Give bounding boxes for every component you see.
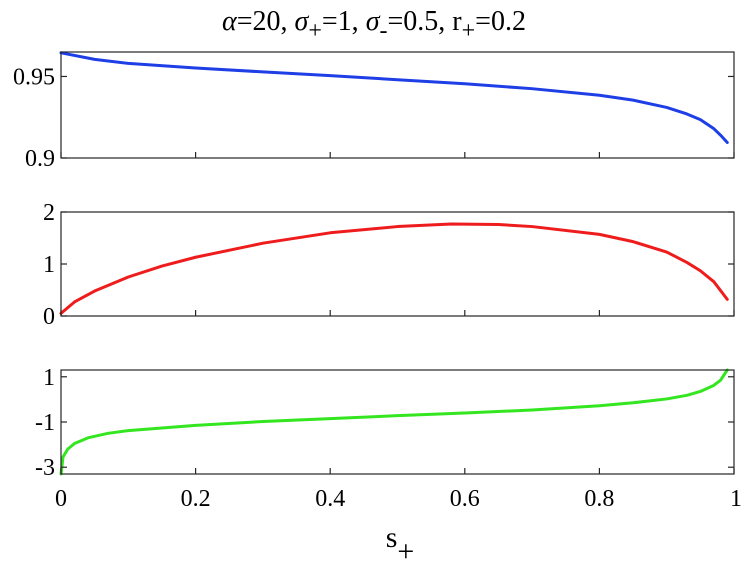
axes-box [60, 51, 735, 159]
y-tick-label: 1 [43, 252, 55, 278]
y-tick-label: -1 [35, 410, 55, 436]
axes-box [60, 369, 735, 475]
y-tick-label: 0 [43, 304, 55, 330]
x-tick-label: 0.2 [181, 486, 211, 512]
series-line-3 [59, 368, 729, 476]
x-tick-label: 0.4 [315, 486, 345, 512]
y-tick-label: 0.95 [13, 64, 55, 90]
x-tick-label: 1 [730, 486, 742, 512]
y-tick-label: 0.9 [25, 146, 55, 172]
subplot-3: -3 -1 1 0 0.2 0.4 0.6 0.8 1 [35, 365, 742, 512]
x-tick-label: 0.8 [584, 486, 614, 512]
y-tick-label: -3 [35, 455, 55, 481]
x-tick-label: 0 [55, 486, 67, 512]
y-tick-label: 1 [43, 365, 55, 391]
series-line-2 [59, 222, 729, 315]
y-tick-label: 2 [43, 200, 55, 226]
subplot-panels: 0.9 0.95 0 1 2 -3 -1 1 0 0.2 0.4 0.6 0.8 1 [13, 51, 742, 512]
series-line-1 [59, 51, 729, 145]
subplot-1: 0.9 0.95 [13, 51, 735, 172]
x-axis-label: s+ [386, 521, 415, 568]
subplot-2: 0 1 2 [43, 200, 735, 330]
x-tick-label: 0.6 [450, 486, 480, 512]
chart-title: α=20, σ+=1, σ-=0.5, r+=0.2 [222, 6, 526, 44]
